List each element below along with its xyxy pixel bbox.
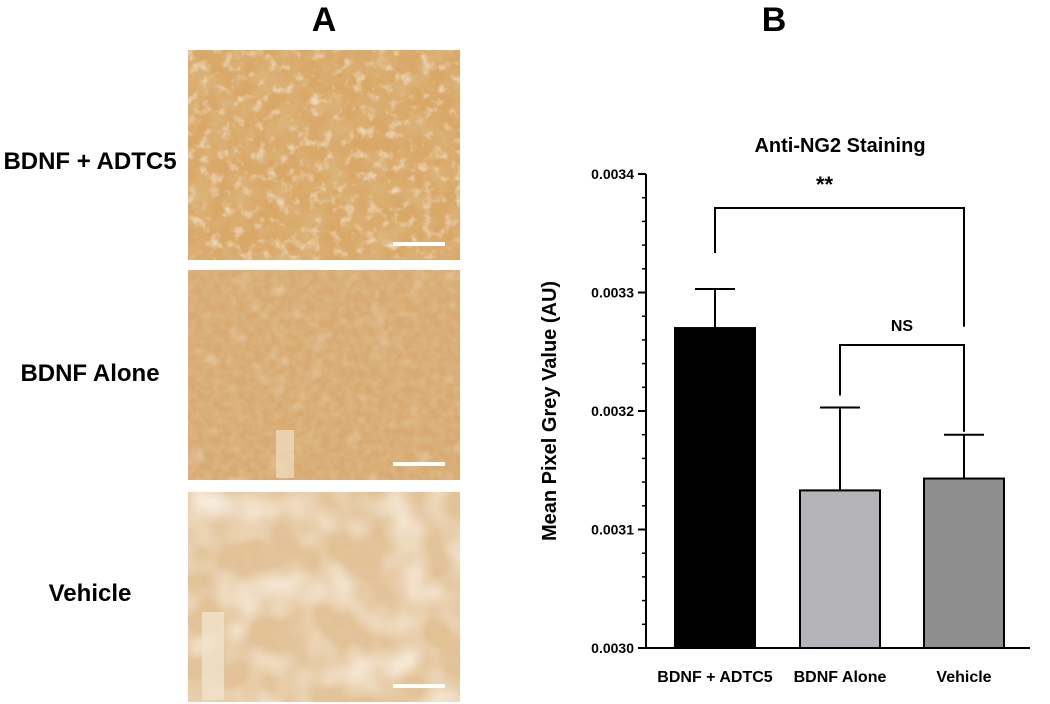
micrograph-image xyxy=(188,492,460,702)
y-tick-label: 0.0031 xyxy=(591,522,634,538)
significance-label: ** xyxy=(816,172,834,197)
significance-bracket xyxy=(714,207,965,327)
micrograph-vehicle xyxy=(188,492,460,702)
bar-3 xyxy=(923,477,1005,650)
micrograph-label-bdnf-adtc5: BDNF + ADTC5 xyxy=(3,148,177,175)
y-tick-label: 0.0034 xyxy=(591,166,634,182)
panel-a-letter: A xyxy=(311,1,337,39)
bar-2 xyxy=(799,489,881,649)
chart-title: Anti-NG2 Staining xyxy=(754,135,925,157)
micrograph-bdnf-adtc5 xyxy=(188,50,460,260)
x-category-label: BDNF Alone xyxy=(794,669,887,686)
bar-1 xyxy=(674,327,756,650)
panel-b-letter: B xyxy=(761,1,787,39)
micrograph-bdnf-alone xyxy=(188,270,460,480)
scale-bar xyxy=(393,462,445,466)
scale-bar xyxy=(393,242,445,246)
micrograph-image xyxy=(188,270,460,480)
bar-chart: Anti-NG2 Staining Mean Pixel Grey Value (… xyxy=(539,135,1030,686)
x-category-label: Vehicle xyxy=(936,669,991,686)
y-tick-label: 0.0032 xyxy=(591,403,634,419)
y-tick-label: 0.0030 xyxy=(591,640,634,656)
significance-bracket xyxy=(839,344,965,432)
x-category-label: BDNF + ADTC5 xyxy=(657,669,773,686)
significance-label: NS xyxy=(891,318,914,335)
micrograph-label-bdnf-alone: BDNF Alone xyxy=(20,360,160,387)
y-tick-label: 0.0033 xyxy=(591,285,634,301)
micrograph-label-vehicle: Vehicle xyxy=(48,580,132,607)
micrograph-image xyxy=(188,50,460,260)
y-axis-label: Mean Pixel Grey Value (AU) xyxy=(539,281,561,541)
scale-bar xyxy=(393,684,445,688)
